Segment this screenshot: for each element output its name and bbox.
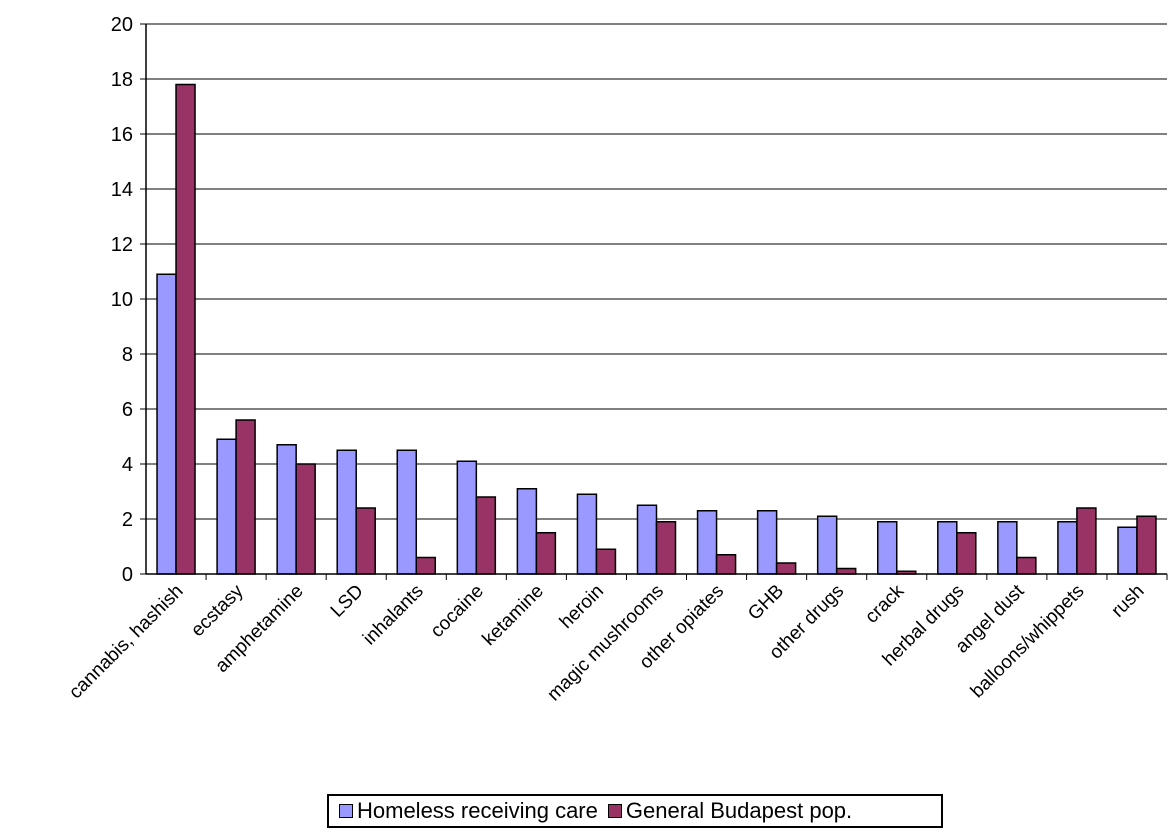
x-category-label: magic mushrooms: [543, 581, 668, 706]
x-category-label: cannabis, hashish: [65, 581, 187, 703]
legend-label-budapest: General Budapest pop.: [625, 798, 853, 823]
y-tick-label: 8: [122, 344, 133, 366]
y-tick-label: 10: [111, 289, 133, 311]
legend-swatch-budapest: [607, 804, 622, 818]
bar-budapest: [355, 507, 376, 575]
y-tick-label: 2: [122, 509, 133, 531]
bar-homeless: [516, 488, 538, 575]
bar-budapest: [595, 548, 617, 575]
bar-budapest: [235, 419, 256, 575]
bar-homeless: [276, 444, 297, 575]
bar-homeless: [696, 510, 718, 575]
y-tick-label: 14: [111, 179, 133, 201]
bar-homeless: [636, 504, 658, 575]
bar-budapest: [415, 556, 437, 575]
legend-swatch-homeless: [339, 804, 353, 818]
bar-budapest: [715, 554, 737, 575]
y-tick-label: 4: [122, 454, 133, 476]
bar-homeless: [876, 521, 898, 575]
bar-budapest: [475, 496, 497, 575]
legend: Homeless receiving care General Budapest…: [327, 794, 943, 828]
bar-homeless: [937, 521, 958, 575]
y-tick-label: 18: [111, 69, 133, 91]
x-category-label: ketamine: [479, 581, 548, 650]
bar-budapest: [956, 532, 977, 575]
x-category-label: cocaine: [427, 581, 488, 642]
x-category-label: rush: [1108, 581, 1149, 622]
x-category-label: ecstasy: [187, 580, 248, 641]
bar-homeless: [816, 515, 838, 575]
bar-budapest: [775, 562, 797, 575]
legend-label-homeless: Homeless receiving care: [357, 798, 598, 823]
bar-budapest: [1016, 556, 1037, 575]
y-tick-label: 0: [122, 564, 133, 586]
x-category-label: inhalants: [359, 581, 428, 650]
bar-homeless: [456, 460, 478, 575]
legend-item-budapest: General Budapest pop.: [607, 798, 853, 824]
x-category-label: GHB: [744, 581, 788, 625]
y-tick-label: 6: [122, 399, 133, 421]
bar-homeless: [576, 493, 598, 575]
bar-homeless: [156, 273, 177, 575]
bar-homeless: [216, 438, 237, 575]
bar-budapest: [535, 532, 557, 575]
bar-chart: 0 2 4 6 8 10 12 14 16 18 20 cannabis, hashish ecstas…: [65, 14, 1168, 706]
bar-homeless: [1057, 521, 1078, 575]
bar-homeless: [1117, 526, 1138, 575]
legend-item-homeless: Homeless receiving care: [339, 798, 598, 824]
x-category-label: LSD: [327, 581, 368, 622]
y-tick-label: 20: [111, 14, 133, 36]
bar-budapest: [835, 567, 857, 575]
x-category-label: crack: [861, 580, 908, 627]
y-tick-label: 12: [111, 234, 133, 256]
bar-budapest: [655, 521, 677, 575]
x-category-label: balloons/whippets: [967, 581, 1089, 703]
x-category-label: heroin: [556, 581, 608, 633]
bar-homeless: [336, 449, 357, 575]
bar-homeless: [756, 510, 778, 575]
bar-budapest: [1136, 515, 1157, 575]
bar-budapest: [175, 83, 196, 575]
y-tick-label: 16: [111, 124, 133, 146]
bar-budapest: [1076, 507, 1097, 575]
bar-homeless: [396, 449, 418, 575]
bar-homeless: [997, 521, 1018, 575]
bar-budapest: [295, 463, 316, 575]
